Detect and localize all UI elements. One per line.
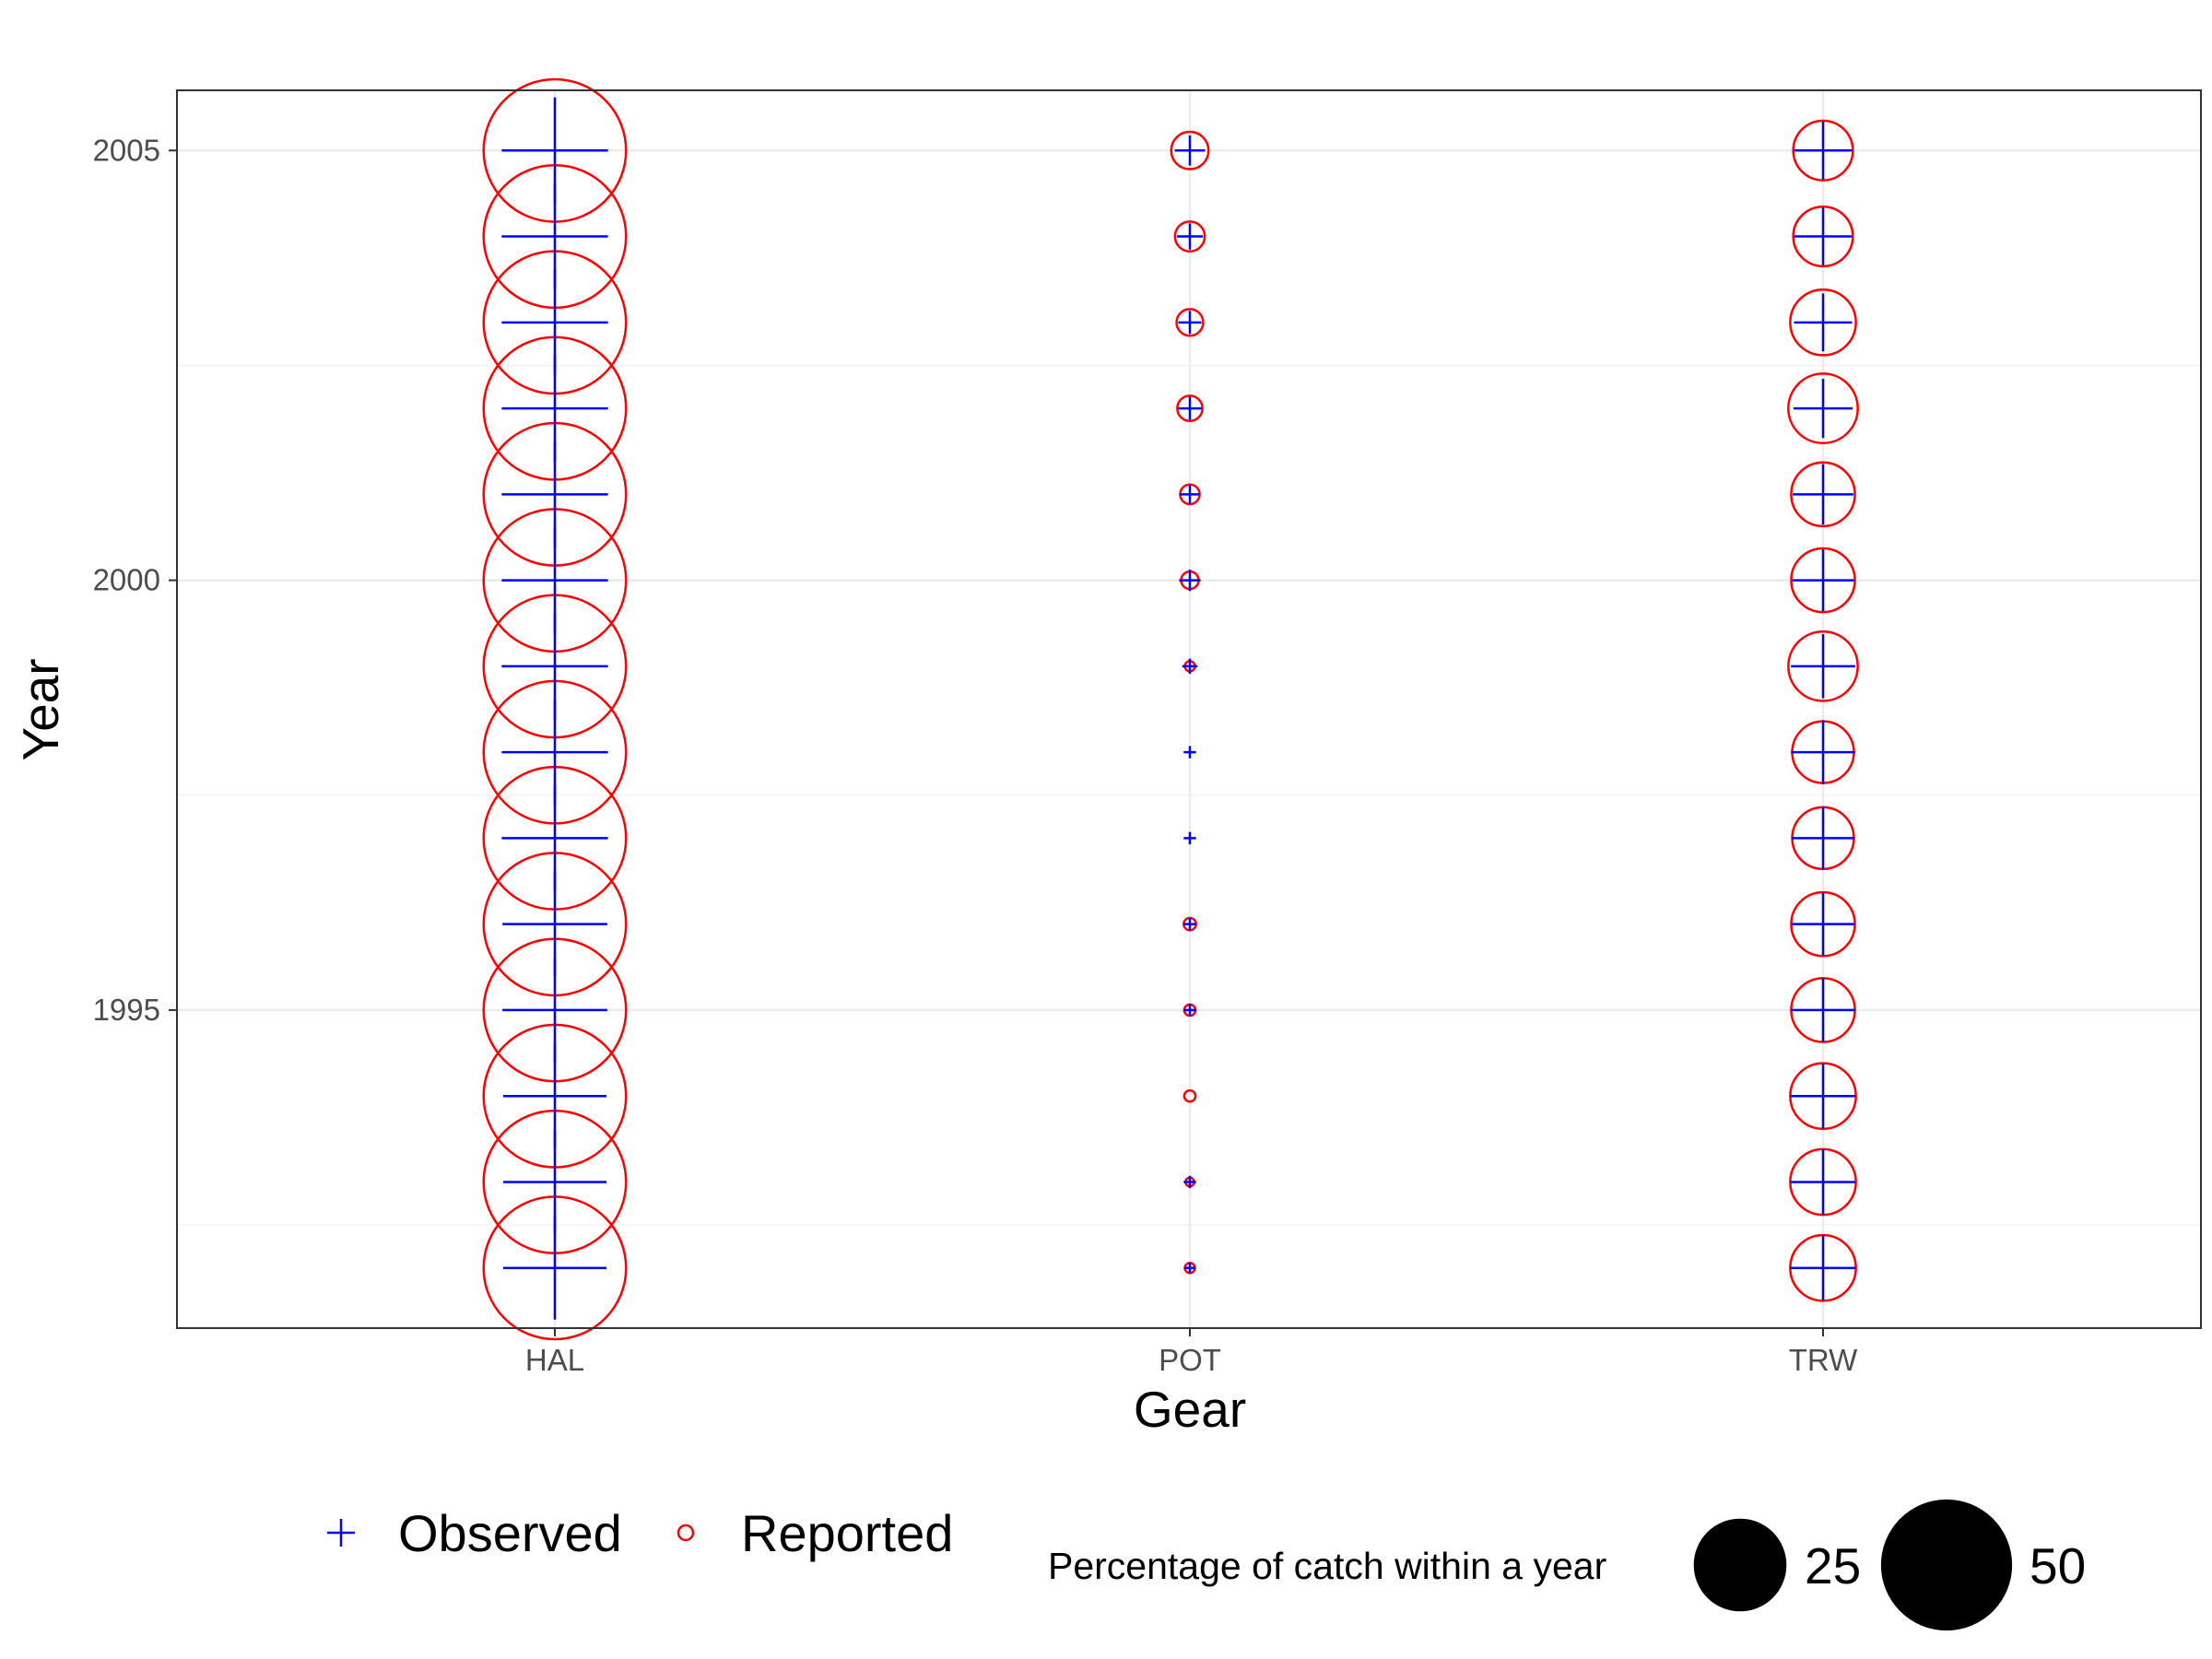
reported-point: [1789, 1062, 1857, 1131]
observed-point: [1183, 1175, 1196, 1189]
observed-point: [1183, 1004, 1196, 1017]
reported-point: [1789, 1233, 1857, 1302]
observed-point: [1183, 831, 1196, 845]
observed-point: [1790, 1148, 1856, 1215]
axis-tick-labels: 1995 2000 2005 HAL POT TRW: [93, 133, 1859, 1377]
observed-point: [1791, 720, 1855, 784]
legend-key-reported: [677, 1524, 695, 1542]
observed-point: [1183, 917, 1196, 931]
y-tick-label: 2000: [93, 563, 160, 597]
y-tick-label: 2005: [93, 133, 160, 167]
size-legend-label-50: 50: [2030, 1537, 2086, 1594]
reported-point: [1792, 119, 1854, 182]
observed-point: [1790, 1235, 1856, 1301]
observed-point: [1174, 135, 1206, 166]
observed-point: [1178, 396, 1202, 420]
observed-point: [1184, 1262, 1195, 1274]
size-legend-key-25: [1693, 1518, 1787, 1612]
observed-point: [1793, 464, 1853, 525]
observed-point: [1182, 658, 1198, 675]
observed-point: [1791, 892, 1855, 956]
x-tick-label: HAL: [525, 1343, 584, 1377]
x-tick-label: TRW: [1789, 1343, 1858, 1377]
observed-point: [1790, 1063, 1856, 1129]
observed-point: [1793, 378, 1853, 439]
x-axis-title: Gear: [1134, 1381, 1246, 1438]
y-axis-title: Year: [12, 658, 69, 760]
y-tick-label: 1995: [93, 993, 160, 1027]
x-tick-label: POT: [1159, 1343, 1221, 1377]
reported-point: [1789, 288, 1857, 357]
observed-point: [1178, 311, 1202, 335]
axis-ticks: [169, 149, 1824, 1336]
observed-point: [501, 97, 608, 204]
observed-point: [1794, 293, 1853, 352]
reported-point: [1792, 205, 1854, 268]
legend-label-reported: Reported: [741, 1504, 953, 1562]
reported-point: [1790, 890, 1856, 958]
observed-point: [1791, 806, 1855, 870]
series-legend: Observed Reported: [327, 1504, 953, 1562]
observed-point: [1791, 978, 1855, 1042]
reported-point: [1787, 629, 1859, 702]
observed-point: [1794, 121, 1853, 180]
reported-point: [1176, 394, 1204, 422]
size-legend-label-25: 25: [1805, 1537, 1861, 1594]
observed-point: [1792, 549, 1854, 612]
reported-point: [1175, 308, 1205, 337]
legend-key-observed: [327, 1519, 355, 1547]
reported-point: [1790, 461, 1856, 528]
legend-label-observed: Observed: [398, 1504, 622, 1562]
observed-point: [1183, 746, 1196, 759]
size-legend: Percentage of catch within a year 25 50: [1048, 1499, 2086, 1631]
data-marks: [482, 77, 1859, 1341]
size-legend-key-50: [1880, 1499, 2013, 1631]
observed-point: [1179, 569, 1201, 592]
observed-point: [1180, 484, 1200, 504]
grid-major-lines: [177, 90, 2201, 1328]
reported-point: [1182, 1088, 1197, 1103]
observed-point: [1791, 634, 1855, 699]
observed-point: [1794, 207, 1853, 265]
reported-point: [1787, 372, 1859, 444]
reported-point: [1789, 1147, 1857, 1217]
reported-point: [1173, 220, 1206, 253]
legend-reported-circle: [677, 1524, 695, 1542]
size-legend-title: Percentage of catch within a year: [1048, 1545, 1606, 1587]
reported-point: [1170, 130, 1210, 171]
reported-point: [1790, 547, 1856, 614]
observed-point: [1176, 223, 1204, 250]
